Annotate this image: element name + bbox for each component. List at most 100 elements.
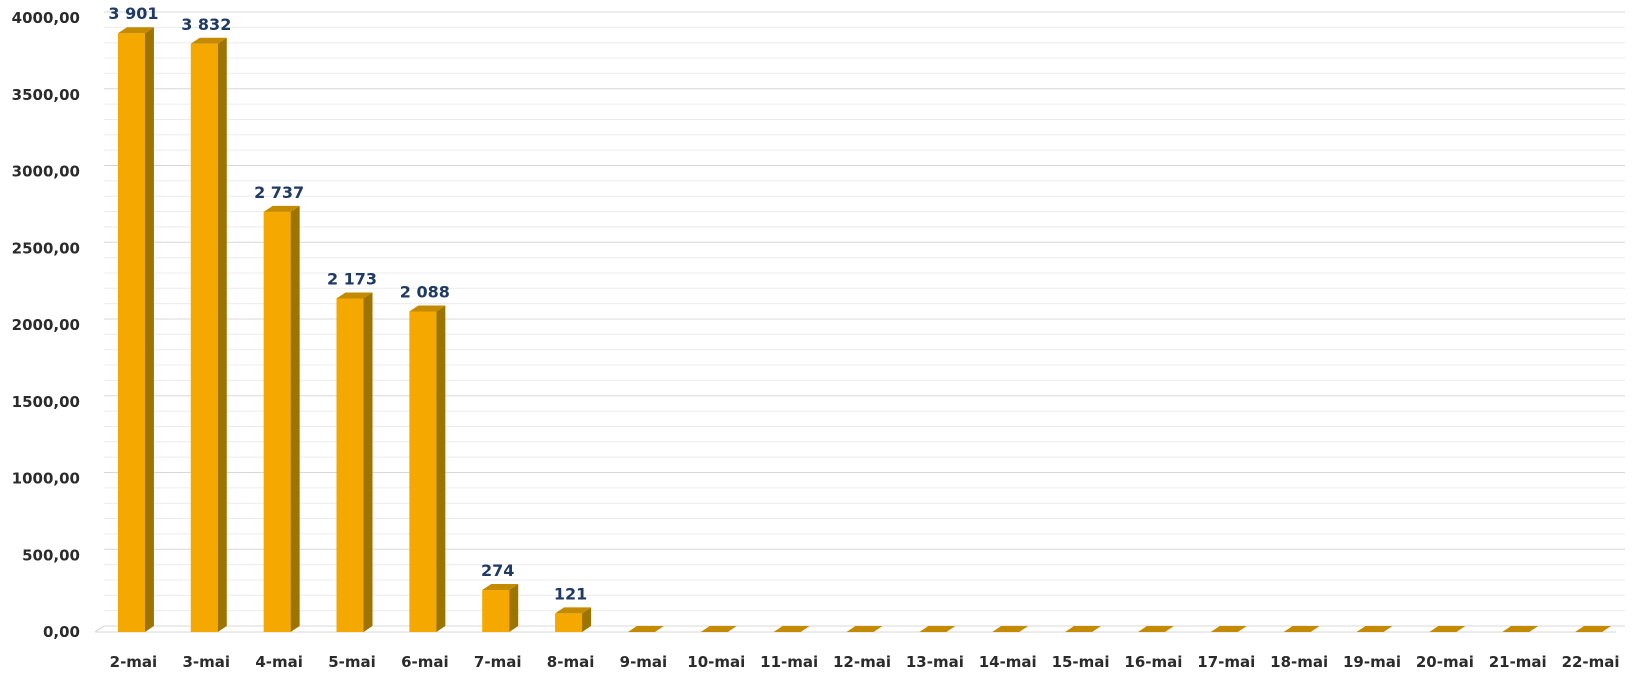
x-axis: 2-mai 3-mai 4-mai 5-mai 6-mai 7-mai 8-mai 9-mai… <box>110 653 1620 671</box>
bar-top <box>409 305 446 312</box>
x-tick-label: 9-mai <box>620 653 668 671</box>
bar-top <box>263 205 300 212</box>
bar-side <box>582 607 592 632</box>
x-tick-label: 2-mai <box>110 653 158 671</box>
bar <box>555 607 592 632</box>
x-tick-label: 5-mai <box>328 653 376 671</box>
bar <box>1429 626 1466 632</box>
y-tick-label: 2000,00 <box>12 316 80 334</box>
bar <box>263 205 300 633</box>
bar-front <box>190 43 218 632</box>
data-label: 274 <box>481 561 514 580</box>
bar-front <box>117 33 145 633</box>
bar-top <box>190 37 227 44</box>
bar <box>190 37 227 632</box>
bar-top <box>919 626 956 632</box>
x-tick-label: 13-mai <box>906 653 964 671</box>
floor-edge <box>94 625 105 633</box>
y-axis: 0,00 500,00 1000,00 1500,00 2000,00 2500,00 30… <box>12 9 80 641</box>
bar-side <box>144 27 154 633</box>
bar-top <box>1356 626 1393 632</box>
bar-front <box>482 589 510 632</box>
bar-top <box>846 626 883 632</box>
bar <box>700 626 737 632</box>
bar-top <box>482 583 519 590</box>
bar <box>1210 626 1247 632</box>
bar-side <box>363 292 373 632</box>
bar <box>627 626 664 632</box>
x-tick-label: 18-mai <box>1270 653 1328 671</box>
bar-side <box>509 583 519 632</box>
data-label: 121 <box>554 584 587 603</box>
bar-top <box>773 626 810 632</box>
y-tick-label: 3500,00 <box>12 86 80 104</box>
x-tick-label: 7-mai <box>474 653 522 671</box>
bar-top <box>1575 626 1612 632</box>
x-tick-label: 21-mai <box>1489 653 1547 671</box>
bar-side <box>436 305 446 632</box>
x-tick-label: 11-mai <box>760 653 818 671</box>
bar <box>336 292 373 632</box>
data-label: 3 901 <box>108 4 158 23</box>
grid <box>94 11 1625 633</box>
bar-top <box>1210 626 1247 632</box>
bar-front <box>263 211 291 633</box>
bar-front <box>555 613 583 632</box>
data-label: 3 832 <box>181 15 231 34</box>
bar <box>482 583 519 632</box>
x-tick-label: 20-mai <box>1416 653 1474 671</box>
bar <box>1137 626 1174 632</box>
bar-top <box>1429 626 1466 632</box>
y-tick-label: 0,00 <box>43 623 80 641</box>
bar <box>1502 626 1539 632</box>
data-label: 2 088 <box>400 282 450 301</box>
bar <box>1283 626 1320 632</box>
bar-front <box>409 311 437 632</box>
x-tick-label: 6-mai <box>401 653 449 671</box>
bar-top <box>992 626 1029 632</box>
bar-top <box>1137 626 1174 632</box>
bar <box>1575 626 1612 632</box>
bar <box>773 626 810 632</box>
x-tick-label: 3-mai <box>183 653 231 671</box>
x-tick-label: 4-mai <box>255 653 303 671</box>
bar <box>846 626 883 632</box>
y-tick-label: 4000,00 <box>12 9 80 27</box>
bar <box>992 626 1029 632</box>
x-tick-label: 19-mai <box>1343 653 1401 671</box>
bar-top <box>1065 626 1102 632</box>
bar-top <box>700 626 737 632</box>
bars <box>117 27 1612 633</box>
bar <box>1356 626 1393 632</box>
bar-side <box>217 37 227 632</box>
y-tick-label: 3000,00 <box>12 163 80 181</box>
x-tick-label: 17-mai <box>1197 653 1255 671</box>
x-tick-label: 16-mai <box>1124 653 1182 671</box>
data-label: 2 173 <box>327 269 377 288</box>
y-tick-label: 2500,00 <box>12 239 80 257</box>
data-label: 2 737 <box>254 183 304 202</box>
bar-top <box>117 27 154 34</box>
x-tick-label: 14-mai <box>979 653 1037 671</box>
x-tick-label: 10-mai <box>687 653 745 671</box>
y-tick-label: 1000,00 <box>12 470 80 488</box>
bar <box>919 626 956 632</box>
bar-top <box>555 607 592 614</box>
bar-top <box>627 626 664 632</box>
x-tick-label: 15-mai <box>1052 653 1110 671</box>
bar-top <box>336 292 373 299</box>
x-tick-label: 12-mai <box>833 653 891 671</box>
y-tick-label: 500,00 <box>22 546 80 564</box>
bar <box>1065 626 1102 632</box>
bar-top <box>1283 626 1320 632</box>
x-tick-label: 22-mai <box>1562 653 1620 671</box>
bar-side <box>290 205 300 633</box>
data-labels: 3 901 3 832 2 737 2 173 2 088 274 121 <box>108 4 587 603</box>
y-tick-label: 1500,00 <box>12 393 80 411</box>
bar <box>117 27 154 633</box>
bar <box>409 305 446 632</box>
bar-front <box>336 298 364 632</box>
bar-top <box>1502 626 1539 632</box>
